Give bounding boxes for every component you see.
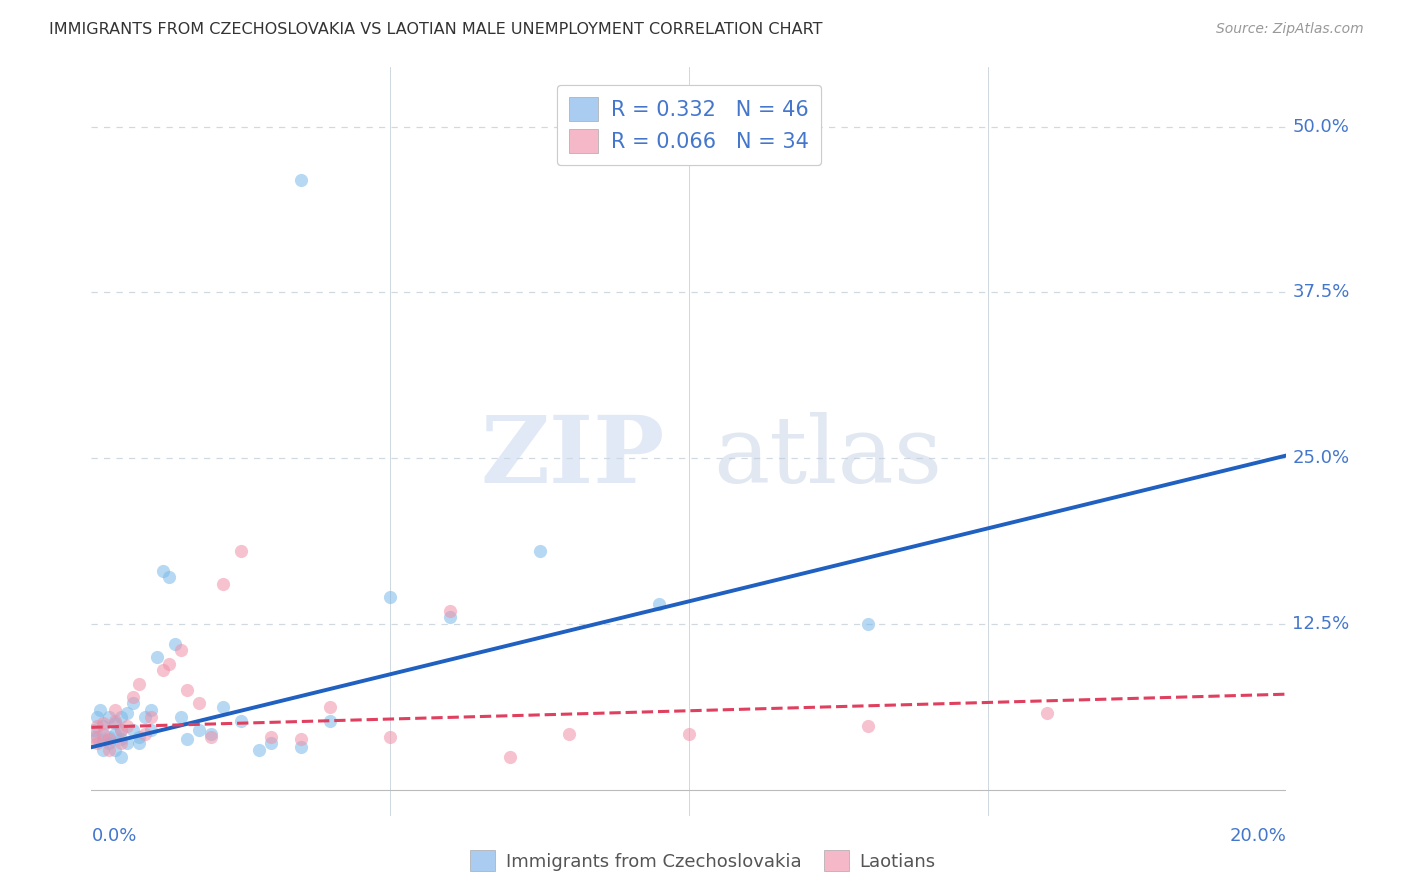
Point <box>110 732 132 747</box>
Point <box>188 697 211 711</box>
Text: 37.5%: 37.5% <box>1292 284 1350 301</box>
Point <box>110 723 132 737</box>
Point <box>98 743 121 757</box>
Point <box>152 663 174 677</box>
Point <box>1036 706 1059 720</box>
Text: atlas: atlas <box>713 411 942 501</box>
Point <box>104 714 127 728</box>
Point <box>115 736 138 750</box>
Point <box>380 730 402 744</box>
Point <box>146 650 169 665</box>
Point <box>128 736 150 750</box>
Point <box>104 743 127 757</box>
Text: 25.0%: 25.0% <box>1292 449 1350 467</box>
Point <box>157 570 180 584</box>
Point <box>439 610 461 624</box>
Point <box>211 700 233 714</box>
Point <box>229 544 252 558</box>
Point <box>858 616 880 631</box>
Point <box>858 719 880 733</box>
Point <box>86 736 108 750</box>
Point <box>319 714 342 728</box>
Point <box>110 736 132 750</box>
Point <box>98 736 121 750</box>
Text: 50.0%: 50.0% <box>1292 118 1350 136</box>
Point <box>188 723 211 737</box>
Point <box>122 690 145 704</box>
Point <box>141 723 163 737</box>
Point <box>170 709 193 723</box>
Point <box>134 709 156 723</box>
Point <box>163 637 186 651</box>
Point <box>678 727 700 741</box>
Point <box>86 709 108 723</box>
Point <box>176 683 198 698</box>
Point <box>499 749 522 764</box>
Point <box>157 657 180 671</box>
Legend: Immigrants from Czechoslovakia, Laotians: Immigrants from Czechoslovakia, Laotians <box>463 843 943 879</box>
Point <box>98 709 121 723</box>
Point <box>200 730 222 744</box>
Text: 20.0%: 20.0% <box>1230 827 1286 845</box>
Point <box>558 727 581 741</box>
Text: IMMIGRANTS FROM CZECHOSLOVAKIA VS LAOTIAN MALE UNEMPLOYMENT CORRELATION CHART: IMMIGRANTS FROM CZECHOSLOVAKIA VS LAOTIA… <box>49 22 823 37</box>
Point <box>110 723 132 737</box>
Point <box>122 697 145 711</box>
Text: Source: ZipAtlas.com: Source: ZipAtlas.com <box>1216 22 1364 37</box>
Point <box>290 172 312 186</box>
Point <box>247 743 270 757</box>
Point <box>319 700 342 714</box>
Point <box>110 709 132 723</box>
Point <box>93 732 115 747</box>
Point <box>200 727 222 741</box>
Point <box>93 719 115 733</box>
Point <box>176 732 198 747</box>
Point <box>104 703 127 717</box>
Point <box>439 604 461 618</box>
Text: 12.5%: 12.5% <box>1292 615 1350 633</box>
Point <box>83 723 105 737</box>
Point <box>259 736 281 750</box>
Point <box>380 591 402 605</box>
Point <box>104 727 127 741</box>
Point <box>529 544 551 558</box>
Text: ZIP: ZIP <box>481 411 665 501</box>
Legend: R = 0.332   N = 46, R = 0.066   N = 34: R = 0.332 N = 46, R = 0.066 N = 34 <box>557 85 821 165</box>
Point <box>141 703 163 717</box>
Point <box>152 564 174 578</box>
Point <box>110 749 132 764</box>
Point <box>290 732 312 747</box>
Text: 0.0%: 0.0% <box>91 827 136 845</box>
Point <box>93 743 115 757</box>
Point <box>122 723 145 737</box>
Point <box>211 577 233 591</box>
Point <box>290 740 312 755</box>
Point <box>83 730 105 744</box>
Point <box>128 676 150 690</box>
Point <box>93 716 115 731</box>
Point <box>98 732 121 747</box>
Point <box>86 719 108 733</box>
Point <box>128 730 150 744</box>
Point <box>648 597 671 611</box>
Point <box>98 730 121 744</box>
Point <box>115 706 138 720</box>
Point <box>259 730 281 744</box>
Point <box>115 719 138 733</box>
Point <box>229 714 252 728</box>
Point <box>93 727 115 741</box>
Point <box>170 643 193 657</box>
Point <box>134 727 156 741</box>
Point <box>141 709 163 723</box>
Point <box>86 730 108 744</box>
Point <box>104 716 127 731</box>
Point <box>89 703 111 717</box>
